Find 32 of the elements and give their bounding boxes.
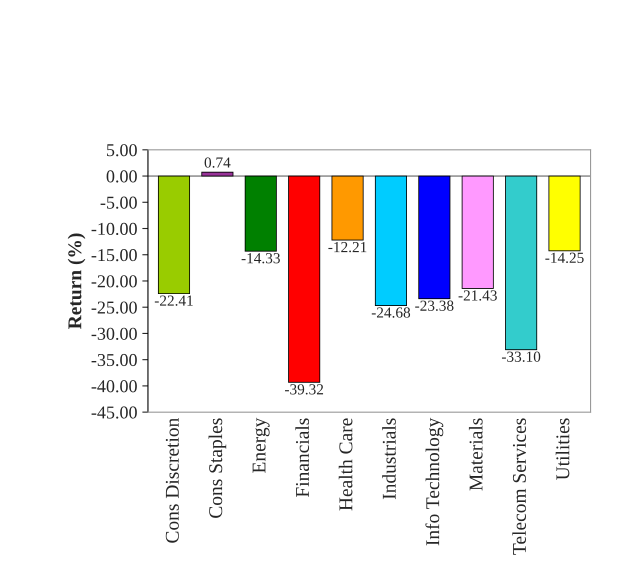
x-tick-label: Energy: [252, 418, 270, 473]
y-tick-label: -10.00: [92, 222, 137, 236]
y-tick-label: -40.00: [92, 380, 137, 392]
y-tick-label: -45.00: [92, 406, 137, 419]
x-tick-label: Info Technology: [425, 418, 444, 546]
x-tick-label: Cons Discretion: [166, 418, 179, 543]
x-tick-label: Utilities: [556, 418, 570, 480]
data-label: 0.74: [204, 157, 231, 168]
data-label: -24.68: [372, 307, 410, 318]
data-label: -21.43: [458, 290, 497, 301]
data-label: -14.33: [242, 253, 280, 264]
data-label: -12.21: [328, 242, 366, 252]
y-tick-label: 5.00: [106, 144, 137, 156]
x-tick-label: Health Care: [338, 418, 352, 511]
x-tick-label: Financials: [295, 418, 310, 498]
x-tick-label: Industrials: [382, 418, 396, 500]
x-tick-label: Telecom Services: [512, 418, 526, 555]
y-tick-label: -35.00: [92, 354, 137, 366]
y-tick-label: -25.00: [92, 301, 137, 314]
y-tick-label: -20.00: [92, 275, 137, 288]
x-tick-label: Materials: [468, 418, 483, 491]
data-label: -14.25: [545, 252, 584, 264]
x-tick-label: Cons Staples: [208, 418, 226, 518]
data-label: -33.10: [502, 352, 540, 362]
y-tick-label: -30.00: [92, 328, 137, 340]
data-label: -22.41: [154, 295, 193, 306]
data-label: -23.38: [415, 300, 454, 311]
y-tick-label: 0.00: [106, 170, 137, 183]
y-tick-label: -5.00: [100, 196, 137, 209]
y-tick-label: -15.00: [92, 249, 137, 262]
data-label: -39.32: [285, 384, 324, 395]
y-axis-title: Return (%): [68, 233, 86, 329]
